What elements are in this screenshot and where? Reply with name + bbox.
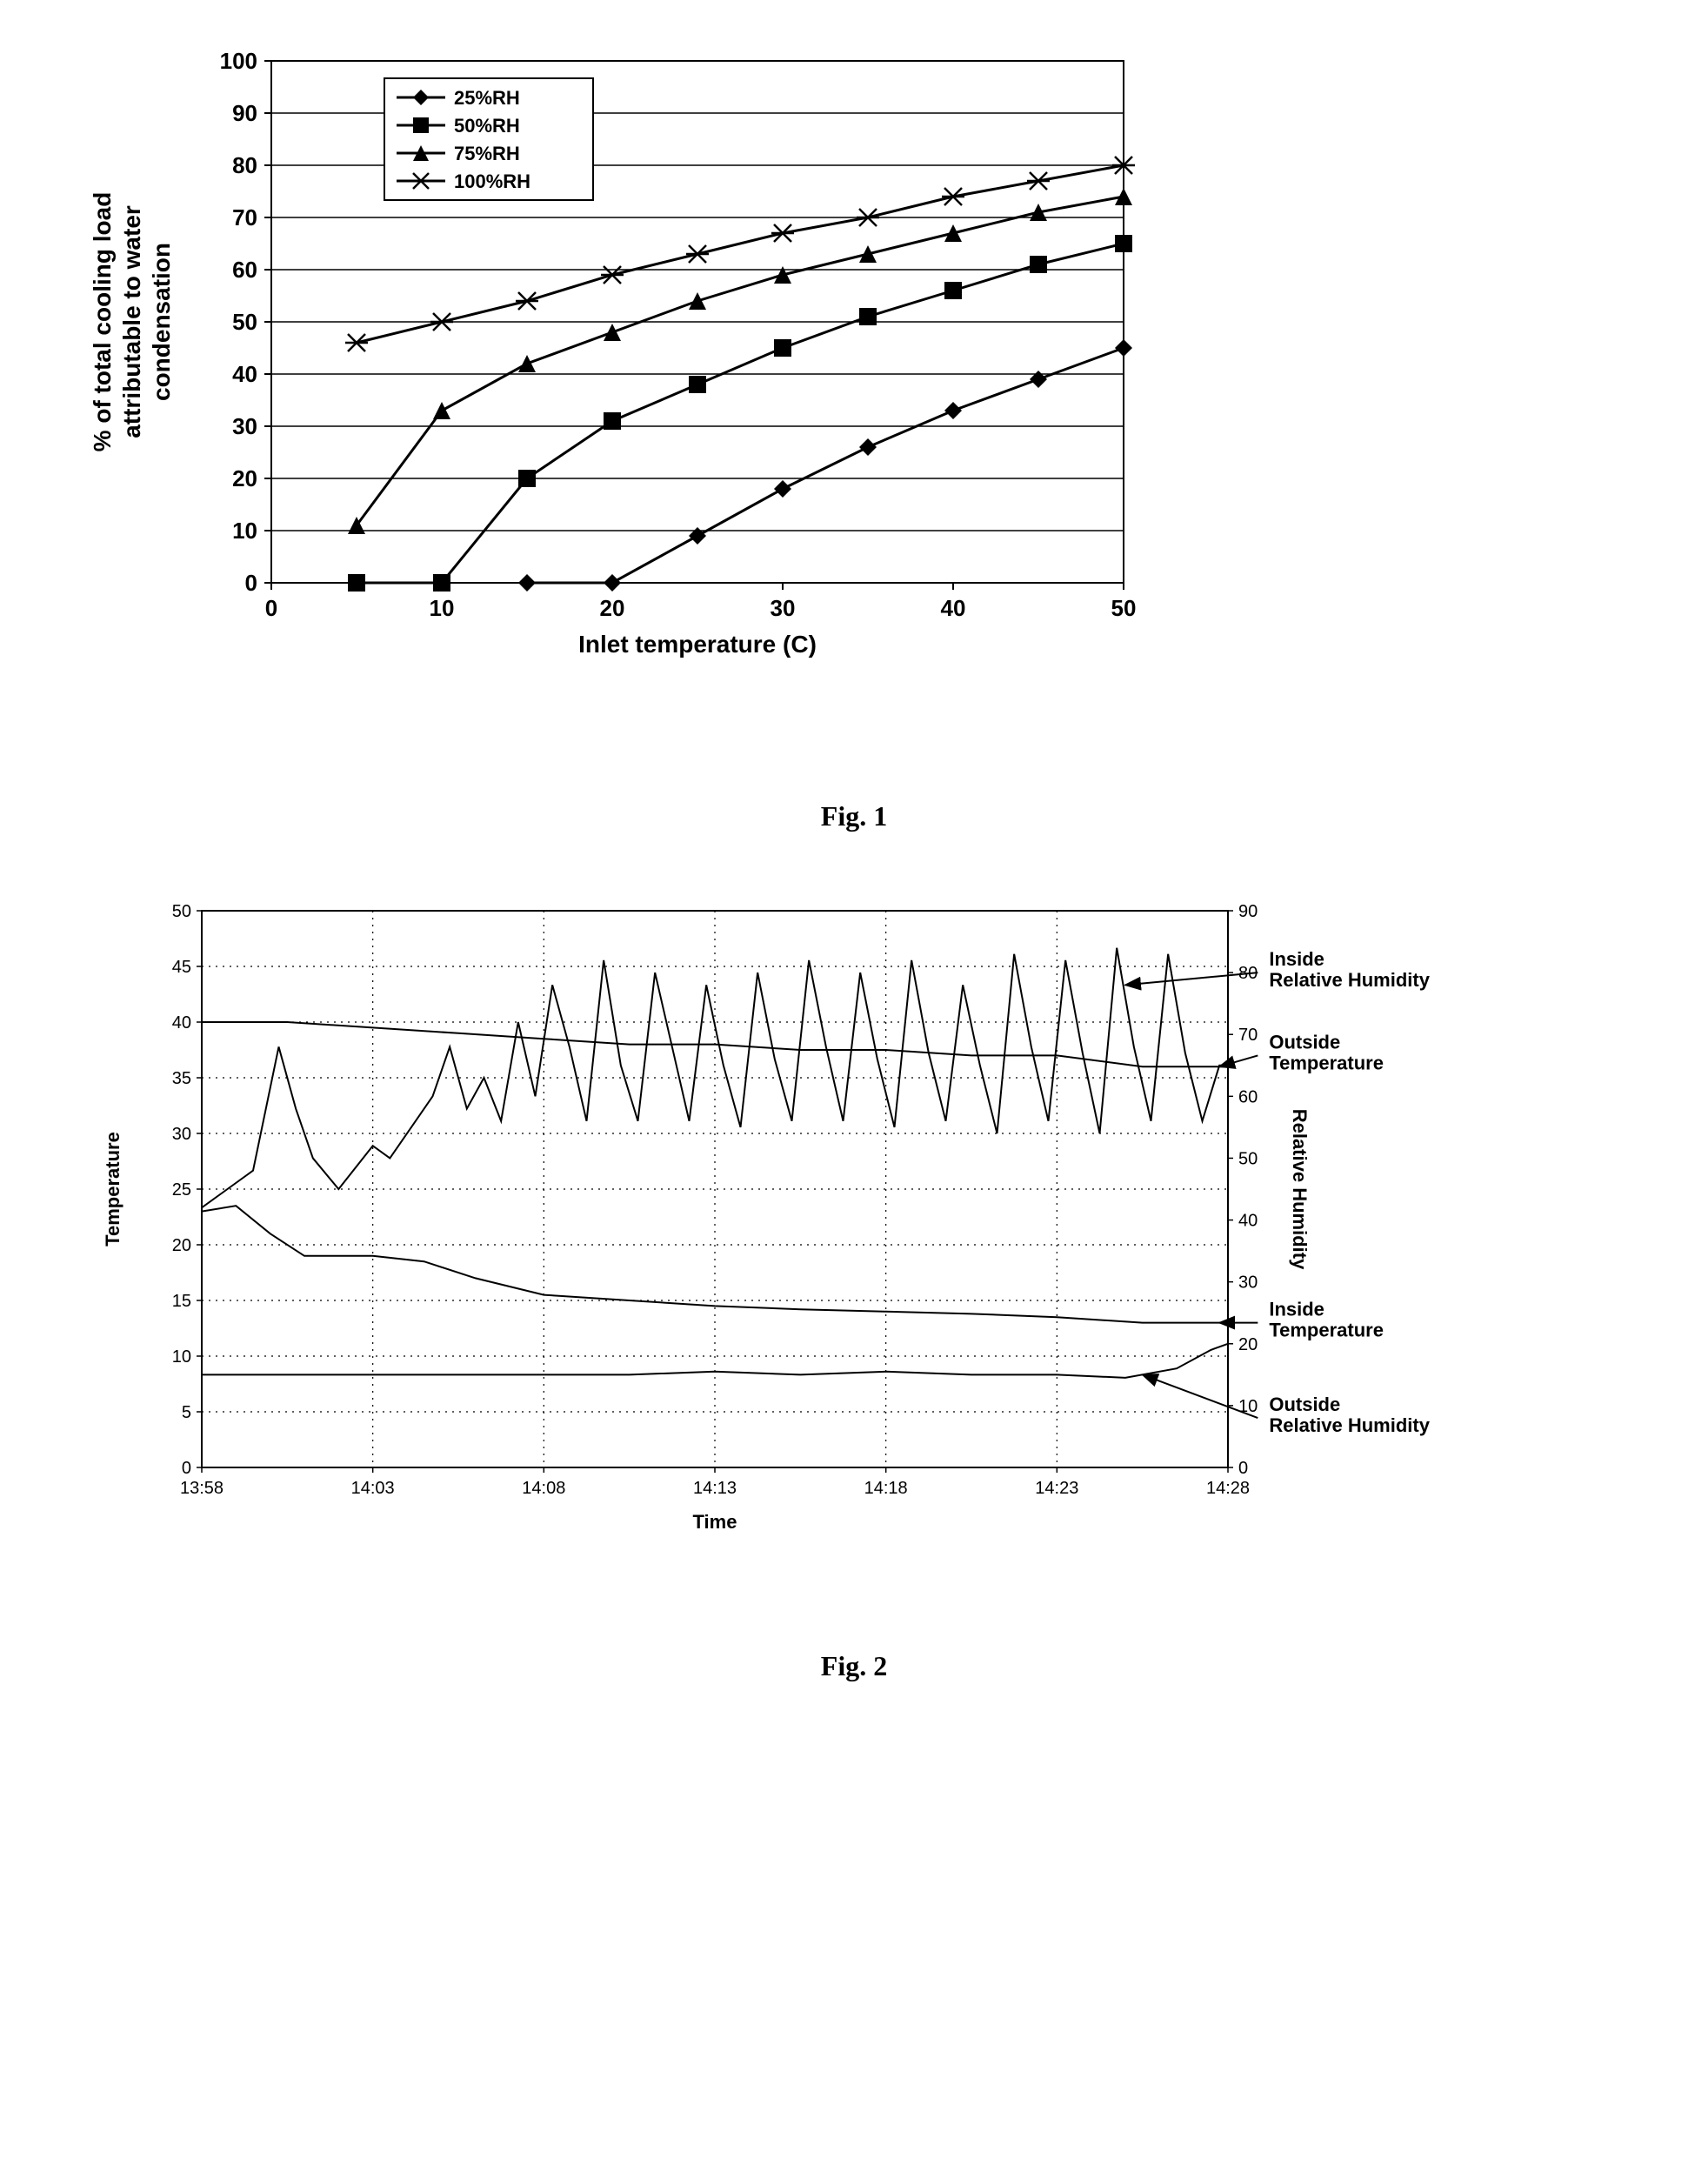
- svg-text:20: 20: [600, 595, 625, 621]
- svg-text:13:58: 13:58: [180, 1479, 224, 1498]
- fig1-chart: 0 10 20 30 40 50 60 70 80 90 100 0 10 20 30 40 50 Inlet t…: [71, 35, 1637, 748]
- svg-text:90: 90: [232, 100, 257, 126]
- svg-text:60: 60: [232, 257, 257, 283]
- svg-text:14:03: 14:03: [351, 1479, 395, 1498]
- svg-text:20: 20: [172, 1236, 191, 1255]
- svg-text:% of total cooling loadattribu: % of total cooling loadattributable to w…: [89, 192, 175, 452]
- svg-text:15: 15: [172, 1292, 191, 1311]
- svg-text:30: 30: [232, 413, 257, 439]
- svg-text:10: 10: [172, 1347, 191, 1367]
- svg-text:40: 40: [1238, 1212, 1258, 1231]
- svg-text:60: 60: [1238, 1087, 1258, 1106]
- svg-text:InsideRelative Humidity: InsideRelative Humidity: [1269, 948, 1430, 991]
- svg-text:30: 30: [771, 595, 796, 621]
- svg-text:14:23: 14:23: [1035, 1479, 1078, 1498]
- svg-text:0: 0: [182, 1459, 191, 1478]
- svg-text:14:08: 14:08: [522, 1479, 565, 1498]
- svg-text:Relative Humidity: Relative Humidity: [1289, 1109, 1311, 1270]
- svg-text:Time: Time: [693, 1511, 737, 1533]
- svg-text:10: 10: [232, 518, 257, 544]
- svg-text:14:13: 14:13: [693, 1479, 737, 1498]
- svg-text:0: 0: [265, 595, 277, 621]
- svg-text:50%RH: 50%RH: [454, 115, 520, 137]
- fig1-caption: Fig. 1: [71, 800, 1637, 832]
- svg-text:20: 20: [1238, 1335, 1258, 1354]
- svg-text:35: 35: [172, 1069, 191, 1088]
- svg-text:5: 5: [182, 1403, 191, 1422]
- svg-text:70: 70: [1238, 1026, 1258, 1045]
- svg-text:50: 50: [172, 902, 191, 921]
- svg-text:InsideTemperature: InsideTemperature: [1269, 1299, 1384, 1341]
- svg-text:14:28: 14:28: [1206, 1479, 1250, 1498]
- svg-text:80: 80: [232, 152, 257, 178]
- svg-text:100%RH: 100%RH: [454, 170, 530, 192]
- svg-text:40: 40: [172, 1013, 191, 1033]
- svg-text:75%RH: 75%RH: [454, 143, 520, 164]
- svg-text:40: 40: [941, 595, 966, 621]
- svg-text:OutsideTemperature: OutsideTemperature: [1269, 1031, 1384, 1073]
- svg-text:30: 30: [1238, 1273, 1258, 1293]
- fig2-chart: 0510152025303540455001020304050607080901…: [71, 885, 1637, 1598]
- svg-text:40: 40: [232, 361, 257, 387]
- figure-2: 0510152025303540455001020304050607080901…: [71, 885, 1637, 1682]
- svg-text:90: 90: [1238, 902, 1258, 921]
- svg-text:25%RH: 25%RH: [454, 87, 520, 109]
- fig2-caption: Fig. 2: [71, 1650, 1637, 1682]
- svg-text:20: 20: [232, 465, 257, 491]
- svg-text:Inlet temperature (C): Inlet temperature (C): [578, 631, 817, 658]
- svg-text:14:18: 14:18: [864, 1479, 908, 1498]
- svg-text:50: 50: [1238, 1149, 1258, 1168]
- svg-text:0: 0: [245, 570, 257, 596]
- svg-text:50: 50: [232, 309, 257, 335]
- svg-text:25: 25: [172, 1180, 191, 1200]
- svg-text:100: 100: [220, 48, 257, 74]
- fig1-svg: 0 10 20 30 40 50 60 70 80 90 100 0 10 20 30 40 50 Inlet t…: [71, 35, 1289, 748]
- svg-text:45: 45: [172, 958, 191, 977]
- svg-text:10: 10: [430, 595, 455, 621]
- figure-1: 0 10 20 30 40 50 60 70 80 90 100 0 10 20 30 40 50 Inlet t…: [71, 35, 1637, 832]
- svg-text:30: 30: [172, 1125, 191, 1144]
- svg-text:70: 70: [232, 204, 257, 231]
- svg-text:10: 10: [1238, 1397, 1258, 1416]
- fig2-svg: 0510152025303540455001020304050607080901…: [71, 885, 1637, 1598]
- svg-text:50: 50: [1111, 595, 1137, 621]
- svg-text:OutsideRelative Humidity: OutsideRelative Humidity: [1269, 1394, 1430, 1436]
- svg-text:Temperature: Temperature: [102, 1132, 123, 1247]
- svg-text:0: 0: [1238, 1459, 1248, 1478]
